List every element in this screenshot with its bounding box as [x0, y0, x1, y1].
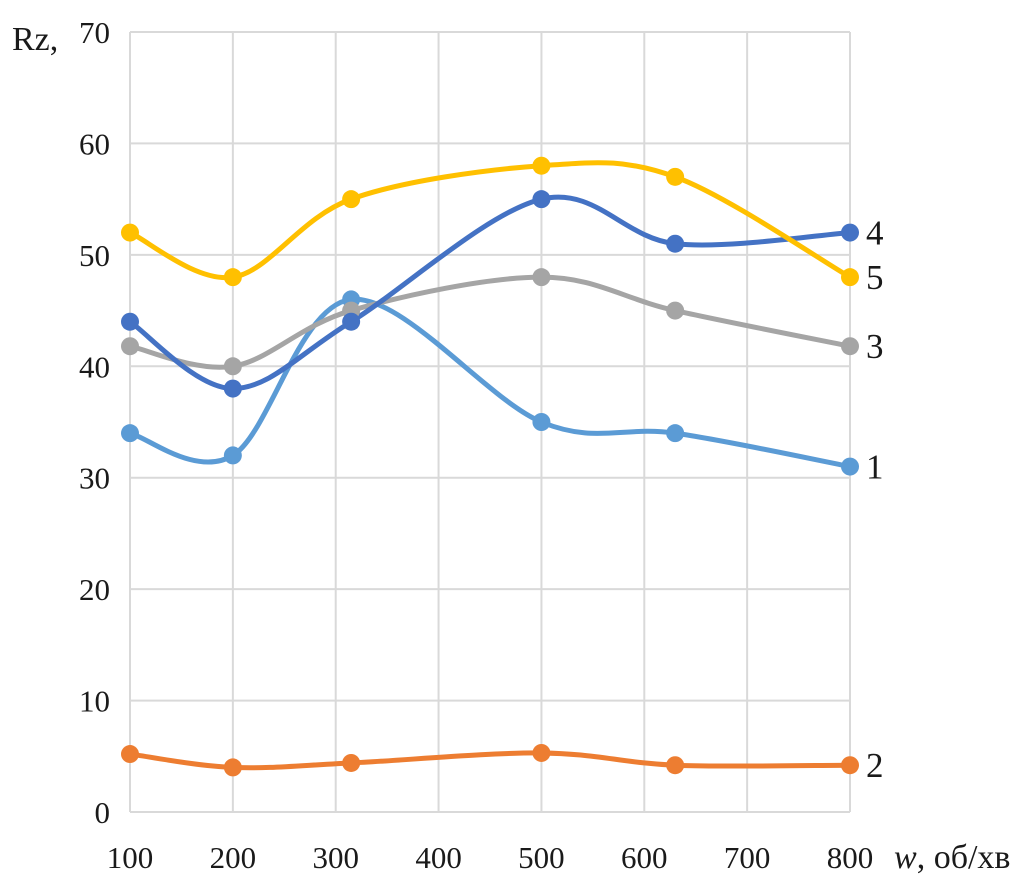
x-tick-label: 200: [210, 840, 257, 875]
data-point-series-4: [666, 234, 685, 253]
data-point-series-4: [532, 190, 551, 209]
data-point-series-3: [223, 357, 242, 376]
data-point-series-1: [841, 457, 859, 476]
data-point-series-1: [532, 413, 551, 431]
data-point-series-5: [666, 167, 685, 186]
data-point-series-4: [223, 379, 242, 398]
data-point-series-1: [666, 424, 685, 443]
axes: [129, 32, 850, 813]
x-tick-label: 600: [621, 840, 668, 875]
series-label-1: 1: [866, 448, 884, 487]
data-point-series-2: [223, 758, 242, 777]
data-point-series-5: [841, 268, 859, 287]
y-axis-title: Rz,: [12, 21, 58, 58]
x-tick-label: 500: [518, 840, 565, 875]
x-tick-label: 400: [415, 840, 462, 875]
y-tick-label: 20: [79, 572, 110, 607]
data-point-series-3: [841, 337, 859, 356]
data-point-series-3: [532, 268, 551, 287]
series-label-3: 3: [866, 327, 884, 366]
data-point-series-5: [121, 223, 139, 242]
data-point-series-2: [666, 756, 685, 775]
data-point-series-2: [121, 745, 139, 764]
x-axis-title: w, об/хв: [894, 839, 1011, 876]
data-point-series-5: [342, 190, 361, 209]
data-point-series-1: [223, 446, 242, 465]
series-label-4: 4: [866, 214, 884, 253]
series-lines: [127, 160, 853, 771]
y-tick-label: 10: [79, 684, 110, 719]
x-tick-label: 800: [827, 840, 874, 875]
tick-labels: 0 10 20 30 40 50 60 70 100 200 300 400 500 600 700 800: [79, 15, 873, 875]
x-axis-title-unit: , об/хв: [917, 839, 1011, 876]
y-tick-label: 40: [79, 349, 110, 384]
grid-lines: [130, 31, 851, 812]
data-point-series-5: [532, 156, 551, 175]
data-point-series-2: [532, 743, 551, 762]
x-tick-label: 100: [107, 840, 154, 875]
data-point-series-4: [121, 312, 139, 331]
y-tick-label: 50: [79, 238, 110, 273]
series-labels: 1 2 3 4 5: [866, 214, 884, 786]
data-point-series-3: [666, 301, 685, 320]
y-tick-label: 0: [95, 795, 111, 830]
data-point-series-4: [342, 312, 361, 331]
y-tick-label: 70: [79, 15, 110, 50]
data-point-series-5: [223, 268, 242, 287]
series-label-5: 5: [866, 258, 884, 297]
x-tick-label: 300: [312, 840, 359, 875]
data-point-series-4: [841, 223, 859, 242]
data-point-series-2: [841, 756, 859, 775]
y-tick-label: 60: [79, 126, 110, 161]
data-point-series-2: [342, 753, 361, 772]
x-axis-title-variable: w: [894, 839, 917, 876]
x-tick-label: 700: [724, 840, 771, 875]
data-point-series-3: [121, 337, 139, 356]
series-label-2: 2: [866, 746, 884, 785]
y-tick-label: 30: [79, 461, 110, 496]
series-points: [121, 156, 859, 777]
series-line-3: [127, 274, 853, 370]
data-point-series-1: [121, 424, 139, 443]
